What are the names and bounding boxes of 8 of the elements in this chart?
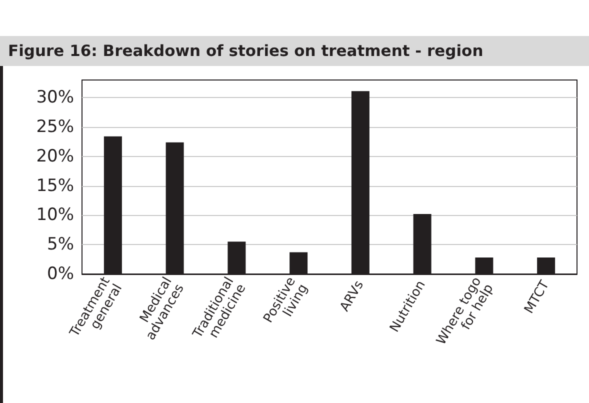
y-tick-label: 5% [47,234,74,255]
y-tick-label: 0% [47,264,74,284]
y-tick-label: 15% [36,176,74,196]
y-tick-label: 10% [36,205,74,226]
chart-title: Figure 16: Breakdown of stories on treatment - region [0,36,589,66]
y-tick-label: 25% [36,117,74,138]
y-tick-label: 30% [36,88,74,108]
y-tick-label: 20% [36,146,74,166]
